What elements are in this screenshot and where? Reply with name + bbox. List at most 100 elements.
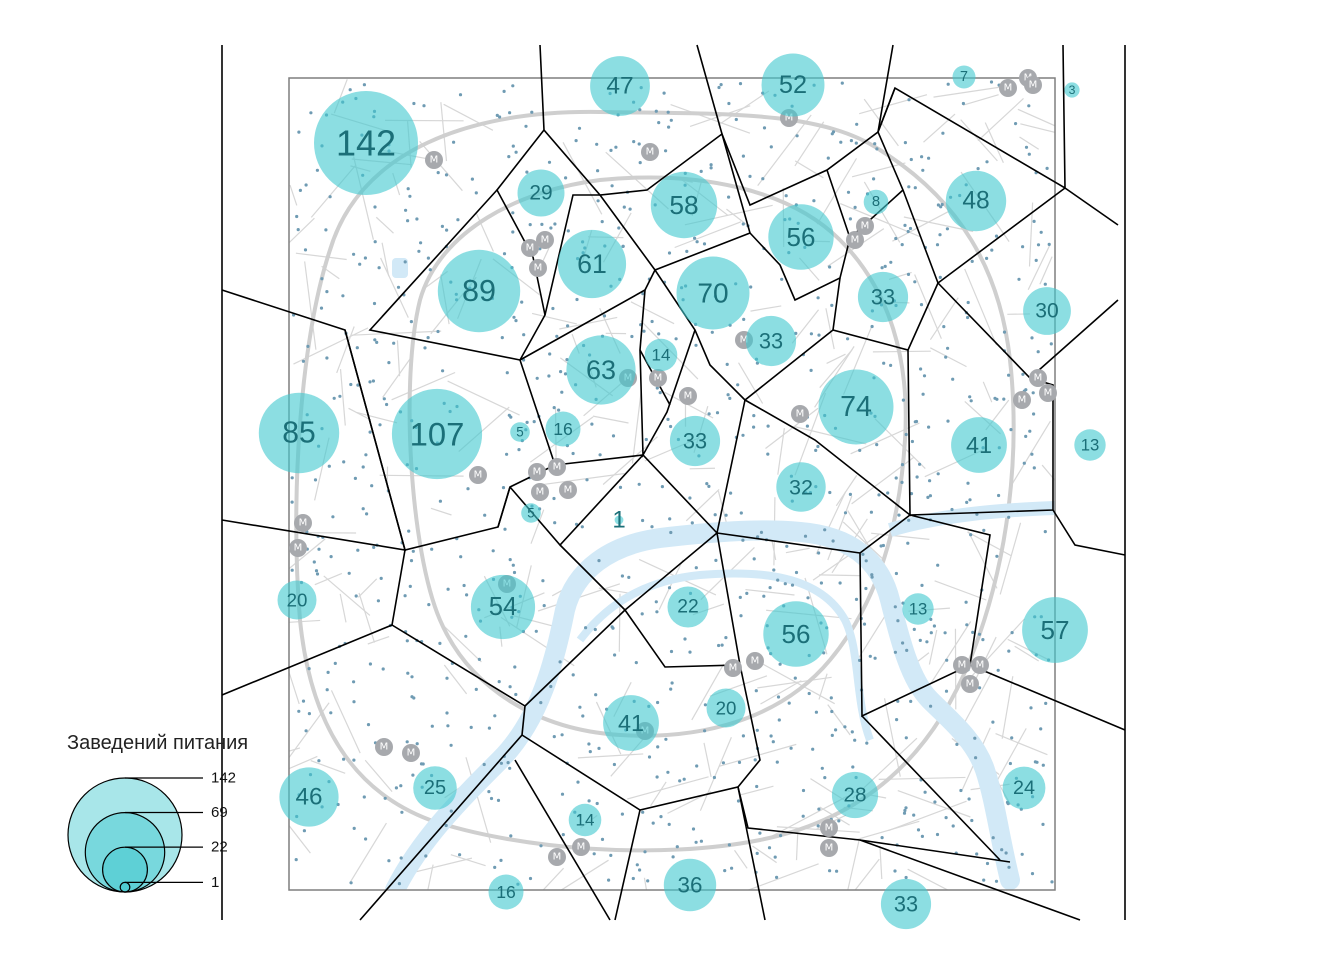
poi-dot	[946, 346, 950, 350]
poi-dot	[944, 689, 949, 693]
metro-label: M	[1044, 388, 1053, 399]
poi-dot	[997, 493, 1001, 498]
poi-dot	[313, 478, 318, 482]
poi-dot	[512, 315, 516, 319]
metro-marker	[528, 463, 546, 481]
poi-dot	[458, 93, 463, 97]
count-label: 74	[840, 391, 872, 423]
poi-dot	[609, 853, 613, 858]
street	[967, 531, 998, 589]
poi-dot	[631, 876, 635, 881]
count-bubble	[945, 170, 1007, 232]
poi-dot	[657, 121, 661, 125]
street	[289, 619, 321, 623]
poi-dot	[298, 188, 302, 192]
poi-dot	[926, 495, 930, 499]
poi-dot	[938, 275, 942, 279]
poi-dot	[682, 777, 686, 781]
poi-dot	[1009, 428, 1013, 432]
metro-label: M	[380, 742, 389, 753]
poi-dot	[477, 657, 481, 662]
poi-dot	[1027, 152, 1031, 156]
street	[762, 663, 835, 705]
poi-dot	[669, 530, 673, 535]
poi-dot	[854, 597, 859, 602]
metro-marker	[469, 466, 487, 484]
street	[430, 507, 452, 516]
count-label: 58	[669, 190, 698, 220]
poi-dot	[1028, 429, 1032, 433]
metro-marker	[531, 483, 549, 501]
metro-marker	[641, 143, 659, 161]
poi-dot	[769, 734, 773, 738]
poi-dot	[976, 167, 980, 171]
poi-dot	[406, 187, 410, 191]
street	[375, 216, 394, 234]
poi-dot	[373, 205, 377, 209]
poi-dot	[913, 280, 917, 284]
metro-stations: MMMMMMMMMMMMMMMMMMMMMMMMMMMMMMMMMMMMMMM	[289, 69, 1057, 866]
poi-dot	[352, 680, 356, 684]
poi-dot	[593, 627, 597, 632]
street	[289, 755, 318, 770]
street	[631, 391, 642, 464]
poi-dot	[767, 846, 772, 850]
poi-dot	[376, 599, 380, 603]
poi-dot	[590, 422, 594, 426]
count-bubble	[470, 574, 536, 640]
poi-dot	[901, 398, 906, 402]
poi-dot	[914, 419, 919, 424]
poi-dot	[452, 140, 456, 144]
poi-dot	[415, 742, 419, 746]
poi-dot	[928, 494, 933, 498]
street	[289, 184, 298, 206]
poi-dot	[933, 800, 937, 804]
poi-dot	[787, 701, 791, 705]
poi-dot	[820, 766, 824, 770]
metro-label: M	[407, 748, 416, 759]
poi-dot	[688, 496, 692, 500]
poi-dot	[419, 762, 424, 766]
poi-dot	[749, 285, 753, 289]
poi-dot	[909, 699, 913, 704]
poi-dot	[966, 315, 970, 320]
poi-dot	[399, 856, 403, 860]
poi-dot	[877, 493, 881, 497]
poi-dot	[563, 372, 568, 376]
street	[719, 743, 797, 767]
poi-dot	[666, 110, 670, 114]
street	[777, 428, 785, 475]
poi-dot	[487, 790, 491, 794]
street	[745, 588, 795, 596]
poi-dot	[982, 878, 986, 882]
poi-dot	[409, 320, 413, 324]
street	[842, 521, 886, 562]
count-bubble	[761, 53, 825, 117]
street	[1001, 676, 1014, 739]
count-bubble	[521, 503, 541, 523]
poi-dot	[660, 485, 665, 489]
count-label: 142	[336, 123, 396, 164]
poi-dot	[387, 859, 391, 863]
poi-dot	[1029, 706, 1033, 710]
poi-dot	[580, 525, 584, 529]
poi-dot	[534, 629, 538, 633]
poi-dot	[929, 631, 933, 635]
street	[847, 839, 860, 890]
poi-dot	[775, 760, 779, 764]
street	[427, 864, 434, 890]
poi-dot	[296, 228, 300, 232]
poi-dot	[915, 475, 919, 479]
legend-value: 1	[211, 874, 219, 891]
count-bubble	[568, 803, 602, 837]
poi-dot	[301, 699, 306, 703]
count-label: 30	[1035, 300, 1058, 323]
street	[351, 330, 442, 336]
count-bubble	[391, 388, 483, 480]
poi-dot	[714, 558, 718, 563]
count-label: 3	[1069, 83, 1076, 97]
poi-dot	[549, 226, 553, 230]
street	[356, 411, 398, 424]
count-bubble	[510, 422, 530, 442]
street	[689, 467, 715, 470]
